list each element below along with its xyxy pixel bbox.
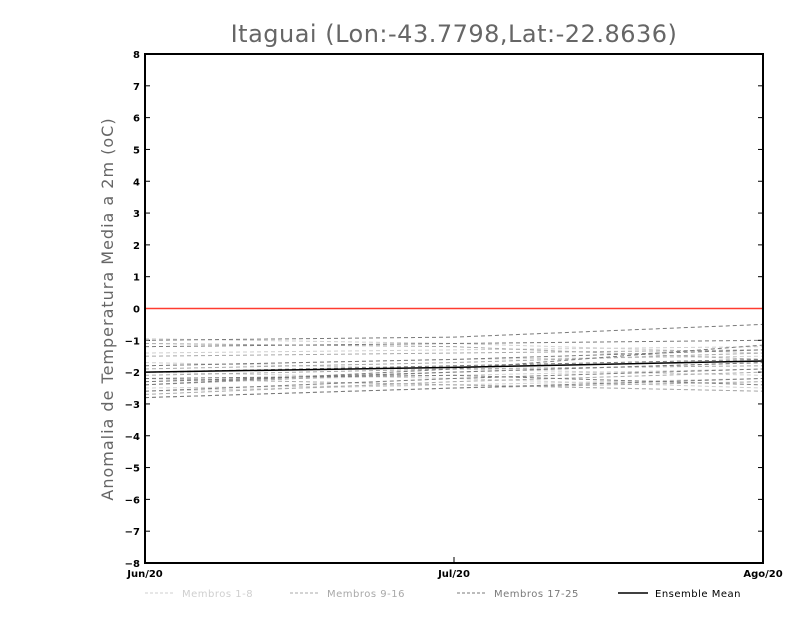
member-line-group-2-5 [144, 349, 764, 357]
legend-label: Ensemble Mean [655, 589, 741, 600]
y-tick-label: −6 [125, 495, 140, 506]
member-line-group-3-7 [144, 377, 764, 399]
member-line-group-1-5 [144, 346, 764, 354]
plot-frame [144, 53, 764, 564]
y-tick-label: 7 [133, 82, 140, 93]
member-line-group-3-3 [144, 362, 764, 383]
legend-label: Membros 1-8 [182, 589, 253, 600]
y-tick-label: 4 [133, 177, 140, 188]
y-tick-label: −8 [125, 559, 140, 570]
x-ticks: Jun/20 Jul/20 Ago/20 [126, 557, 783, 580]
legend-label: Membros 9-16 [327, 589, 405, 600]
member-line-group-3-9 [144, 374, 764, 386]
member-line-group-3-1 [144, 323, 764, 341]
series-lines [144, 323, 764, 399]
member-line-group-3-4 [144, 368, 764, 392]
member-line-group-3-2 [144, 339, 764, 348]
chart-title: Itaguai (Lon:-43.7798,Lat:-22.8636) [231, 20, 678, 48]
y-tick-label: 8 [133, 50, 140, 61]
y-tick-label: 2 [133, 241, 140, 252]
y-axis-label: Anomalia de Temperatura Media a 2m (oC) [98, 117, 117, 500]
y-tick-label: −3 [125, 400, 140, 411]
y-ticks: −8 −7 −6 −5 −4 −3 −2 −1 0 1 2 3 4 5 6 7 8 [125, 50, 763, 570]
y-tick-label: −7 [125, 527, 140, 538]
member-line-group-3-6 [144, 344, 764, 386]
member-line-group-3-5 [144, 349, 764, 367]
y-tick-label: 1 [133, 273, 140, 284]
y-tick-label: 5 [133, 145, 140, 156]
y-tick-label: −2 [125, 368, 140, 379]
y-tick-label: 0 [133, 305, 140, 316]
x-tick-label: Jul/20 [437, 569, 470, 580]
legend-label: Membros 17-25 [494, 589, 579, 600]
y-tick-label: 3 [133, 209, 140, 220]
y-tick-label: −1 [125, 336, 140, 347]
x-tick-label: Jun/20 [126, 569, 163, 580]
member-line-group-2-7 [144, 371, 764, 395]
member-line-group-3-8 [144, 358, 764, 373]
legend: Membros 1-8 Membros 9-16 Membros 17-25 Ense… [145, 589, 741, 600]
member-line-group-2-1 [144, 342, 764, 360]
ensemble-mean-line [144, 360, 764, 373]
x-tick-label: Ago/20 [743, 569, 782, 580]
member-line-group-2-6 [144, 377, 764, 392]
y-tick-label: −4 [125, 432, 140, 443]
y-tick-label: 6 [133, 114, 140, 125]
y-tick-label: −5 [125, 464, 140, 475]
member-line-group-2-8 [144, 352, 764, 370]
